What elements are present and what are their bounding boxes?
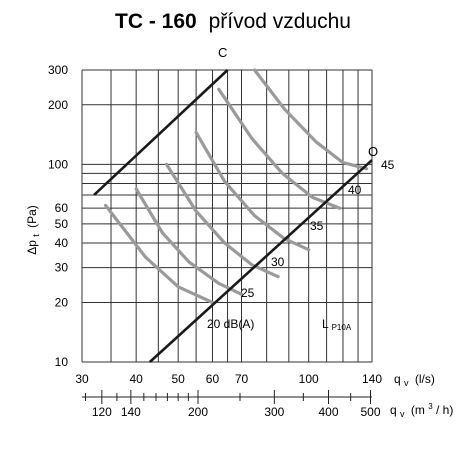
x-axis-label-m3h-unit-pre: (m [411, 403, 425, 417]
x-tick-label-ls: 140 [362, 372, 382, 386]
y-axis-label-unit: (Pa) [25, 205, 39, 228]
x-axis-label-m3h: q v (m 3 / h) [390, 398, 453, 420]
y-tick-label: 50 [55, 217, 69, 231]
y-tick-label: 200 [48, 98, 68, 112]
y-tick-label: 100 [48, 157, 68, 171]
x-tick-label-ls: 100 [299, 372, 319, 386]
x-tick-label-m3h: 500 [360, 405, 380, 419]
x-axis-label-m3h-main: q [390, 403, 397, 417]
x-tick-label-m3h: 200 [188, 405, 208, 419]
x-tick-label-ls: 70 [235, 372, 249, 386]
noise-label-40: 40 [348, 183, 362, 197]
noise-curve [134, 187, 244, 296]
label-line-o: O [368, 144, 378, 159]
limit-line-o [148, 159, 373, 363]
x-axis-label-ls: q v (l/s) [394, 372, 435, 389]
x-axis-label-m3h-unit-sup: 3 [428, 402, 433, 411]
y-tick-label: 300 [48, 63, 68, 77]
x-axis-label-ls-unit: (l/s) [415, 372, 435, 386]
noise-label-35: 35 [310, 219, 324, 233]
x-tick-label-m3h: 120 [92, 405, 112, 419]
x-tick-labels-m3h: 120 140 200 300 400 500 [84, 390, 381, 419]
chart-title-model: TC - 160 [115, 10, 197, 33]
noise-curves [104, 68, 369, 305]
limit-lines [93, 69, 373, 363]
y-axis-label: Δp t (Pa) [25, 205, 42, 255]
x-tick-label-ls: 50 [171, 372, 185, 386]
x-tick-label-m3h: 140 [121, 405, 141, 419]
x-tick-label-ls: 30 [75, 372, 89, 386]
chart-title: TC - 160 přívod vzduchu [115, 10, 351, 33]
noise-label-20: 20 dB(A) [207, 317, 254, 331]
limit-line-c [93, 69, 229, 196]
x-axis-label-ls-main: q [394, 372, 401, 386]
y-tick-labels: 10 20 30 40 50 60 100 200 300 [48, 63, 68, 369]
y-tick-label: 10 [55, 355, 69, 369]
chart-title-subtitle: přívod vzduchu [209, 10, 351, 33]
noise-label-25: 25 [241, 286, 255, 300]
x-tick-labels-ls: 30 40 50 60 70 100 140 [75, 372, 382, 386]
y-axis-label-main: Δp [25, 240, 39, 255]
x-tick-label-ls: 60 [206, 372, 220, 386]
noise-curve [104, 203, 215, 305]
x-axis-label-m3h-sub: v [400, 409, 405, 419]
x-axis-label-ls-sub: v [404, 378, 409, 388]
noise-label-30: 30 [271, 255, 285, 269]
noise-label-45: 45 [381, 158, 395, 172]
noise-curve [252, 68, 369, 171]
noise-curve [217, 87, 342, 210]
x-axis-label-m3h-unit-post: / h) [436, 403, 453, 417]
sound-power-label-main: L [322, 317, 329, 331]
y-tick-label: 30 [55, 261, 69, 275]
y-axis-label-sub: t [31, 234, 41, 237]
y-tick-label: 40 [55, 236, 69, 250]
y-tick-label: 20 [55, 295, 69, 309]
x-tick-label-m3h: 300 [264, 405, 284, 419]
grid-layer [81, 69, 373, 363]
sound-power-label-sub: P10A [332, 323, 352, 332]
noise-curve [164, 162, 280, 279]
label-line-c: C [218, 45, 227, 60]
x-tick-label-ls: 40 [129, 372, 143, 386]
sound-power-label: L P10A [322, 317, 352, 332]
y-tick-label: 60 [55, 201, 69, 215]
x-tick-label-m3h: 400 [318, 405, 338, 419]
noise-curve [194, 130, 311, 252]
